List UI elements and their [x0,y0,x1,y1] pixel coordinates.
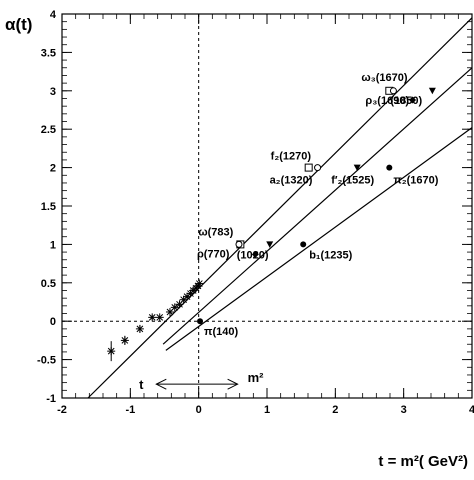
marker-circle-open [235,240,243,248]
arrow-right-label: m² [248,370,265,385]
particle-label: a₂(1320) [270,175,313,187]
y-tick-label: 3 [50,86,56,98]
particle-markers [197,86,436,325]
y-tick-label: 1.5 [41,201,56,213]
marker-triangle [428,87,436,95]
y-tick-label: 1 [50,239,56,251]
y-tick-label: 4 [50,9,57,21]
axis-ticks [61,13,473,399]
x-axis-label: t = m²( GeV²) [378,453,468,470]
trajectory-line [87,17,473,399]
star-stroke [171,304,179,311]
particle-label: (1020) [237,249,269,261]
star-point [135,324,144,333]
particle-labels: π(140) ω(783) ρ(770) (1020) b₁(1235) f₂(1270)… [197,72,439,338]
arrow-head-left [155,378,167,390]
axis-tick-labels: -2 -1 0 1 2 3 4-1-0.500.511.522.533.54 [37,9,474,416]
trajectory-line [162,67,473,345]
trajectory-lines [87,17,473,399]
particle-label: (1850) [390,95,422,107]
marker-circle [386,164,393,171]
star-stroke [156,314,164,321]
x-tick-label: 0 [196,404,202,416]
y-tick-label: -0.5 [37,355,56,367]
t-m2-arrow-annotation: t m² [139,370,264,392]
marker-triangle [266,241,274,248]
particle-label: π₂(1670) [393,175,438,187]
particle-label: f₂(1270) [271,151,312,163]
star-point [107,341,116,362]
y-tick-label: 2.5 [41,124,56,136]
star-point [165,307,174,316]
y-tick-label: -1 [46,393,56,405]
star-data-points [107,279,204,362]
marker-diamond [409,96,417,104]
x-tick-label: -2 [57,404,67,416]
star-point [170,303,179,312]
reference-lines [62,14,472,398]
x-tick-label: 4 [469,404,474,416]
particle-label: ω(783) [198,226,233,238]
star-point [195,279,204,288]
y-tick-label: 0.5 [41,278,56,290]
marker-circle [197,318,204,325]
particle-label: ρ(770) [197,248,230,260]
marker-triangle [353,164,361,172]
trajectory-line [165,127,473,351]
x-tick-label: -1 [125,404,135,416]
y-tick-label: 0 [50,316,56,328]
y-tick-label: 3.5 [41,47,56,59]
star-point [120,335,129,346]
y-tick-label: 2 [50,163,56,175]
marker-circle-open [389,87,397,95]
arrow-head-right [227,378,239,390]
x-tick-label: 1 [264,404,270,416]
marker-circle [300,241,307,248]
star-stroke [195,280,203,287]
marker-circle-open [314,164,322,172]
star-point [179,295,188,304]
star-point [155,313,164,322]
x-tick-label: 2 [332,404,338,416]
particle-label: ω₃(1670) [361,72,408,84]
arrow-left-label: t [139,377,144,392]
star-point [148,313,157,322]
y-axis-label: α(t) [5,15,32,34]
marker-square [304,163,313,172]
particle-label: ρ₃(1690) [365,95,409,107]
marker-diamond [251,250,259,258]
x-tick-label: 3 [401,404,407,416]
particle-label: b₁(1235) [309,249,352,261]
particle-label: f′₂(1525) [331,175,374,187]
particle-label: π(140) [204,326,238,338]
